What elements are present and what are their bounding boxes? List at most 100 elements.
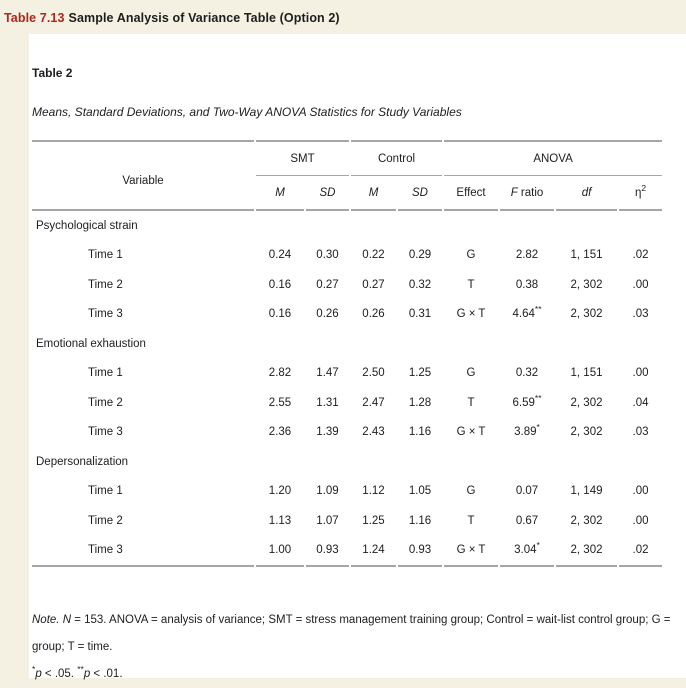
p-symbol-2: p: [83, 668, 91, 680]
sig-star-single: *: [32, 664, 36, 675]
cell-control-sd: 1.16: [408, 514, 432, 527]
cell-smt-sd: 1.07: [316, 514, 339, 527]
cell-control-mean: 1.25: [362, 514, 385, 527]
heading-table-number: Table 7.13: [4, 11, 65, 25]
cell-effect: G: [466, 485, 476, 498]
time-row-label: Time 2: [88, 278, 123, 291]
f-ratio-value: 0.38: [515, 278, 539, 291]
n-symbol: N: [59, 614, 71, 626]
time-row-label: Time 1: [88, 367, 123, 380]
section-row: Psychological strain: [32, 211, 662, 241]
cell-control-sd: 0.32: [408, 278, 432, 291]
cell-control-sd: 1.16: [408, 426, 432, 439]
cell-effect: G: [466, 249, 476, 262]
f-ratio-value: 2.82: [515, 249, 539, 262]
cell-df: 1, 149: [570, 485, 603, 498]
col-header-control-mean: M: [351, 176, 396, 211]
data-row: Time 3 1.00 0.93 1.24 0.93 G × T 3.04* 2, 302.0…: [32, 536, 663, 567]
section-row: Emotional exhaustion: [32, 329, 662, 359]
cell-smt-mean: 1.00: [256, 536, 304, 567]
cell-effect: T: [467, 396, 475, 409]
data-row: Time 1 1.20 1.09 1.12 1.05 G 0.07 1, 149 .00: [32, 477, 662, 507]
variable-section-label: Emotional exhaustion: [36, 337, 146, 350]
note-line-1: Note. N = 153. ANOVA = analysis of varia…: [32, 607, 686, 634]
cell-f-ratio: 0.67: [500, 506, 554, 536]
cell-control-mean: 0.27: [362, 278, 385, 291]
time-row-label: Time 3: [88, 308, 123, 321]
cell-effect: G: [466, 367, 476, 380]
f-ratio-word: ratio: [517, 186, 544, 199]
col-group-smt: SMT: [256, 140, 349, 176]
cell-smt-sd: 1.39: [316, 426, 339, 439]
data-row: Time 1 2.82 1.47 2.50 1.25 G 0.32 1, 151 .00: [32, 359, 662, 389]
p-symbol-1: p: [35, 668, 42, 680]
cell-eta-squared: .03: [632, 308, 649, 321]
table-caption: Means, Standard Deviations, and Two-Way …: [32, 105, 462, 119]
cell-eta-squared: .00: [632, 514, 649, 527]
col-header-effect: Effect: [444, 176, 499, 211]
col-header-smt-sd: SD: [306, 176, 349, 211]
cell-f-ratio: 0.38: [500, 270, 554, 300]
sig-threshold-2: < .01.: [90, 668, 123, 680]
data-row: Time 2 1.13 1.07 1.25 1.16 T 0.67 2, 302 .00: [32, 506, 662, 536]
cell-control-sd: 0.93: [398, 536, 443, 567]
cell-df: 1, 151: [570, 249, 603, 262]
cell-control-sd: 1.05: [408, 485, 432, 498]
cell-smt-mean: 1.20: [268, 485, 292, 498]
cell-smt-sd: 0.26: [316, 308, 339, 321]
cell-smt-sd: 1.31: [316, 396, 339, 409]
section-row: Depersonalization: [32, 447, 662, 477]
table-body: Psychological strain Time 1 0.24 0.30 0.22 0.…: [32, 211, 663, 567]
cell-df: 1, 151: [570, 367, 603, 380]
col-group-control: Control: [351, 140, 443, 176]
significance-note: *p < .05. **p < .01.: [32, 661, 686, 688]
cell-df: 2, 302: [570, 426, 603, 439]
cell-effect: T: [467, 514, 475, 527]
cell-eta-squared: .00: [632, 485, 649, 498]
cell-df: 2, 302: [570, 278, 603, 291]
cell-smt-mean: 1.13: [268, 514, 292, 527]
cell-smt-sd: 0.30: [316, 249, 339, 262]
f-symbol: F: [510, 186, 518, 199]
sig-threshold-1: < .05.: [41, 668, 78, 680]
col-header-f-ratio: F ratio: [500, 176, 555, 211]
cell-smt-mean: 2.36: [268, 426, 292, 439]
cell-control-mean: 0.22: [362, 249, 385, 262]
significance-stars: *: [536, 540, 540, 551]
table-number-label: Table 2: [32, 66, 73, 80]
significance-stars: **: [534, 304, 542, 315]
sig-star-double: **: [77, 664, 84, 675]
col-header-control-sd: SD: [398, 176, 443, 211]
time-row-label: Time 2: [88, 514, 123, 527]
cell-control-mean: 2.47: [362, 396, 385, 409]
cell-f-ratio: 3.04*: [500, 536, 555, 567]
cell-eta-squared: .03: [632, 426, 649, 439]
data-row: Time 2 0.16 0.27 0.27 0.32 T 0.38 2, 302 .00: [32, 270, 662, 300]
f-ratio-value: 0.67: [515, 514, 539, 527]
header-stat-row: M SD M SD Effect F ratio df η2: [32, 176, 663, 211]
cell-control-mean: 2.43: [362, 426, 385, 439]
col-header-variable: Variable: [32, 140, 254, 211]
cell-eta-squared: .02: [619, 536, 663, 567]
cell-eta-squared: .04: [632, 396, 649, 409]
cell-df: 2, 302: [570, 308, 603, 321]
eta-symbol: η: [634, 186, 642, 199]
time-row-label: Time 2: [88, 396, 123, 409]
data-row: Time 3 0.16 0.26 0.26 0.31 G × T 4.64** 2, 302.…: [32, 300, 662, 330]
time-row-label: Time 3: [88, 426, 123, 439]
cell-effect: G × T: [456, 426, 486, 439]
significance-stars: **: [534, 392, 542, 403]
cell-effect: G × T: [456, 308, 486, 321]
eta-exponent: 2: [641, 182, 647, 193]
cell-smt-mean: 2.55: [268, 396, 292, 409]
cell-f-ratio: 0.07: [500, 477, 554, 507]
f-ratio-value: 0.07: [515, 485, 539, 498]
cell-smt-sd: 0.27: [316, 278, 339, 291]
data-row: Time 3 2.36 1.39 2.43 1.16 G × T 3.89* 2, 302 .0…: [32, 418, 662, 448]
data-row: Time 1 0.24 0.30 0.22 0.29 G 2.82 1, 151 .02: [32, 241, 662, 271]
cell-smt-mean: 2.82: [268, 367, 292, 380]
cell-control-mean: 0.26: [362, 308, 385, 321]
cell-df: 2, 302: [556, 536, 618, 567]
cell-effect: G × T: [444, 536, 499, 567]
chapter-table-heading: Table 7.13 Sample Analysis of Variance Ta…: [4, 11, 340, 25]
